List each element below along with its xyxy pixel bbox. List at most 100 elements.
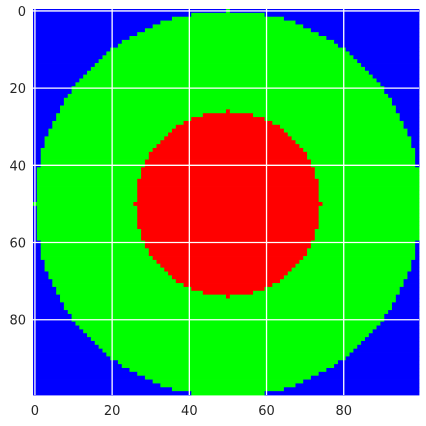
heatmap-cell-run <box>403 120 420 126</box>
heatmap-cell-run <box>33 263 45 269</box>
heatmap-cell-run <box>415 256 420 261</box>
heatmap-cell-run <box>60 298 397 303</box>
heatmap-cell-run <box>121 39 335 45</box>
heatmap-cell-run <box>110 356 347 361</box>
heatmap-cell-run <box>33 147 42 153</box>
heatmap-cell-run <box>264 391 420 396</box>
heatmap-cell-run <box>137 190 320 195</box>
heatmap-cell-run <box>322 202 420 207</box>
heatmap-cell-run <box>94 63 362 68</box>
heatmap-cell-run <box>372 74 420 79</box>
heatmap-cell-run <box>33 43 119 48</box>
heatmap-cell-run <box>310 244 416 249</box>
heatmap-cell-run <box>171 128 285 133</box>
heatmap-cell-run <box>40 256 154 261</box>
heatmap-cell-run <box>253 113 401 118</box>
heatmap-cell-run <box>384 313 420 319</box>
heatmap-cell-run <box>287 132 408 137</box>
heatmap-cell-run <box>33 109 61 114</box>
heatmap-cell-run <box>283 275 408 280</box>
heatmap-cell-run <box>56 117 192 122</box>
heatmap-cell-run <box>33 105 61 110</box>
heatmap-cell-run <box>36 182 138 187</box>
heatmap-cell-run <box>79 325 377 330</box>
heatmap-cell-run <box>287 271 408 276</box>
heatmap-cell-run <box>44 144 157 149</box>
heatmap-cell-run <box>411 144 420 149</box>
heatmap-cell-run <box>334 39 420 45</box>
heatmap-cell-run <box>121 364 335 369</box>
heatmap-cell-run <box>395 298 420 303</box>
heatmap-cell-run <box>137 209 320 214</box>
heatmap-cell-run <box>403 279 420 284</box>
heatmap-cell-run <box>283 16 420 21</box>
heatmap-cell-run <box>314 167 420 172</box>
heatmap-cell-run <box>326 367 420 373</box>
heatmap-cell-run <box>33 337 92 342</box>
heatmap-cell-run <box>33 333 88 338</box>
heatmap-cell-run <box>33 325 80 330</box>
heatmap-cell-run <box>33 252 42 257</box>
heatmap-cell-run <box>63 302 393 307</box>
heatmap-cell-run <box>337 43 420 48</box>
heatmap-cell-run <box>283 128 408 133</box>
heatmap-cell-run <box>33 259 45 265</box>
heatmap-cell-run <box>137 217 320 222</box>
heatmap-cell-run <box>310 375 420 380</box>
heatmap-cell-run <box>44 259 157 265</box>
heatmap-cell-run <box>160 383 296 388</box>
heatmap-cell-run <box>152 24 304 29</box>
heatmap-cell-run <box>52 124 177 130</box>
heatmap-cell-run <box>33 344 100 350</box>
heatmap-cell-run <box>364 337 420 342</box>
heatmap-cell-run <box>403 124 420 130</box>
heatmap-cell-run <box>36 190 138 195</box>
heatmap-cell-run <box>33 294 61 299</box>
heatmap-cell-run <box>280 279 404 284</box>
heatmap-cell-run <box>117 360 339 365</box>
heatmap-cell-run <box>83 74 374 79</box>
heatmap-cell-run <box>40 155 150 160</box>
heatmap-cell-run <box>144 375 312 380</box>
heatmap-cell-run <box>357 344 420 350</box>
heatmap-cell-run <box>399 117 420 122</box>
heatmap-cell-run <box>33 120 53 126</box>
heatmap-cell-run <box>33 93 69 99</box>
x-tick-label: 60 <box>258 404 275 419</box>
heatmap-cell-run <box>33 275 49 280</box>
heatmap-cell-run <box>399 286 420 292</box>
heatmap-cells <box>33 9 420 396</box>
heatmap-cell-run <box>407 271 420 276</box>
heatmap-cell-run <box>411 267 420 272</box>
heatmap-cell-run <box>33 97 65 103</box>
heatmap-cell-run <box>40 159 146 164</box>
heatmap-cell-run <box>164 136 293 141</box>
heatmap-cell-run <box>33 16 173 21</box>
heatmap-cell-run <box>33 28 146 33</box>
heatmap-cell-run <box>33 32 138 37</box>
heatmap-cell-run <box>415 248 420 253</box>
heatmap-cell-run <box>160 140 296 145</box>
heatmap-cell-run <box>295 383 420 388</box>
heatmap-cell-run <box>33 290 57 296</box>
heatmap-cell-run <box>33 356 111 361</box>
heatmap-cell-run <box>90 66 366 72</box>
heatmap-cell-run <box>40 252 150 257</box>
x-tick-label: 40 <box>181 404 198 419</box>
heatmap-cell-run <box>33 267 45 272</box>
heatmap-cell-run <box>314 229 420 234</box>
heatmap-cell-run <box>318 371 420 377</box>
heatmap-cell-run <box>79 78 377 83</box>
heatmap-cell-run <box>141 229 316 234</box>
heatmap-cell-run <box>137 186 320 191</box>
heatmap-cell-run <box>264 286 401 292</box>
heatmap-cell-run <box>33 117 57 122</box>
heatmap-cell-run <box>141 171 316 176</box>
heatmap-cell-run <box>152 147 304 153</box>
heatmap-cell-run <box>326 36 420 41</box>
heatmap-cell-run <box>90 337 366 342</box>
heatmap-cell-run <box>44 263 161 269</box>
heatmap-cell-run <box>133 202 323 207</box>
heatmap-cell-run <box>33 321 76 326</box>
heatmap-cell-run <box>407 275 420 280</box>
